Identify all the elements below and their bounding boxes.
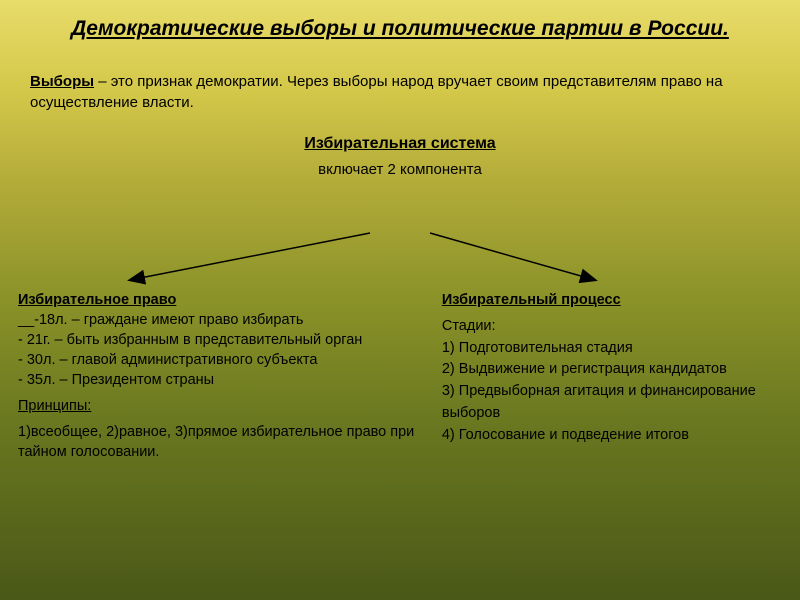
left-line1: __-18л. – граждане имеют право избирать (18, 310, 422, 330)
center-heading: Избирательная система (0, 135, 800, 153)
columns: Избирательное право __-18л. – граждане и… (0, 290, 800, 462)
stage-4: 4) Голосование и подведение итогов (442, 425, 780, 447)
principles-label: Принципы: (18, 396, 422, 416)
stages-label: Стадии: (442, 316, 780, 338)
right-heading: Избирательный процесс (442, 292, 621, 308)
left-line4: - 35л. – Президентом страны (18, 370, 422, 390)
left-column: Избирательное право __-18л. – граждане и… (18, 290, 422, 462)
stage-1: 1) Подготовительная стадия (442, 338, 780, 360)
arrow-right (430, 233, 595, 280)
stage-2: 2) Выдвижение и регистрация кандидатов (442, 359, 780, 381)
left-heading: Избирательное право (18, 292, 176, 308)
page-title: Демократические выборы и политические па… (0, 0, 800, 47)
arrow-left (130, 233, 370, 280)
intro-text: – это признак демократии. Через выборы н… (30, 73, 723, 110)
principles-text: 1)всеобщее, 2)равное, 3)прямое избирател… (18, 422, 422, 462)
branch-arrows (0, 225, 800, 295)
left-line2: - 21г. – быть избранным в представительн… (18, 330, 422, 350)
intro-paragraph: Выборы – это признак демократии. Через в… (0, 47, 800, 123)
center-sub: включает 2 компонента (0, 161, 800, 178)
intro-term: Выборы (30, 73, 94, 90)
right-column: Избирательный процесс Стадии: 1) Подгото… (422, 290, 780, 462)
stage-3: 3) Предвыборная агитация и финансировани… (442, 381, 780, 425)
left-line3: - 30л. – главой административного субъек… (18, 350, 422, 370)
